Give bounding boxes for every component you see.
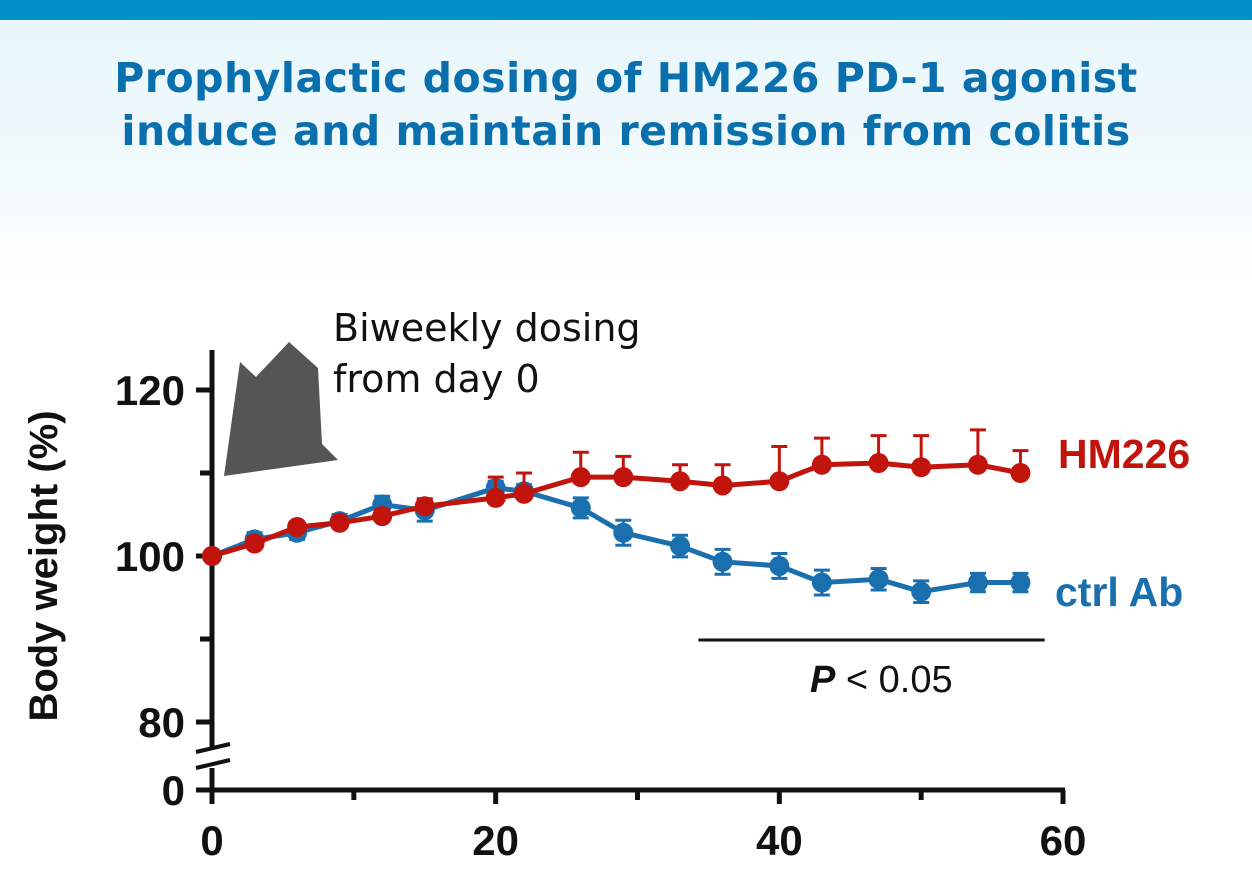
data-point bbox=[967, 572, 988, 593]
significance-label: P < 0.05 bbox=[810, 659, 953, 701]
y-tick-label: 120 bbox=[115, 367, 185, 414]
x-tick-label: 0 bbox=[200, 817, 223, 864]
data-point bbox=[868, 569, 889, 590]
p-threshold: < 0.05 bbox=[835, 659, 952, 701]
data-point bbox=[570, 497, 591, 518]
axis-break-mark bbox=[195, 742, 231, 754]
data-point bbox=[670, 536, 691, 557]
x-tick-label: 20 bbox=[472, 817, 519, 864]
data-point bbox=[372, 506, 393, 527]
axes: 80 100 120 00 20 40 60 bbox=[115, 350, 1086, 864]
data-point bbox=[868, 453, 889, 474]
series-label-hm226: HM226 bbox=[1058, 431, 1190, 477]
series-hm226 bbox=[202, 428, 1031, 566]
x-tick-label: 40 bbox=[756, 817, 803, 864]
x-tick-label: 60 bbox=[1040, 817, 1087, 864]
data-point bbox=[712, 475, 733, 496]
slide-title-line-2: induce and maintain remission from colit… bbox=[121, 107, 1131, 155]
data-point bbox=[911, 457, 932, 478]
y-tick-label: 100 bbox=[115, 533, 185, 580]
annotation-line-2: from day 0 bbox=[333, 357, 540, 401]
y-tick-label: 0 bbox=[162, 767, 185, 814]
series-layer bbox=[202, 428, 1031, 604]
series-ctrl-ab bbox=[202, 477, 1031, 604]
data-point bbox=[514, 483, 535, 504]
data-point bbox=[202, 546, 222, 566]
axis-break-mark bbox=[195, 758, 231, 770]
data-point bbox=[570, 467, 591, 488]
data-point bbox=[811, 454, 832, 475]
series-line bbox=[211, 485, 1021, 595]
data-point bbox=[670, 471, 691, 492]
y-tick-label: 80 bbox=[138, 699, 185, 746]
series-label-ctrl-ab: ctrl Ab bbox=[1055, 569, 1183, 615]
data-point bbox=[613, 467, 634, 488]
data-point bbox=[1010, 463, 1031, 483]
data-point bbox=[1010, 572, 1031, 593]
data-point bbox=[287, 516, 308, 537]
annotation-line-1: Biweekly dosing bbox=[333, 306, 641, 350]
data-point bbox=[769, 471, 790, 492]
p-symbol: P bbox=[810, 659, 836, 701]
data-point bbox=[613, 522, 634, 543]
down-left-arrow-icon bbox=[224, 342, 338, 476]
data-point bbox=[329, 512, 350, 533]
data-point bbox=[485, 487, 506, 508]
y-axis-label: Body weight (%) bbox=[22, 410, 66, 721]
slide-title: Prophylactic dosing of HM226 PD-1 agonis… bbox=[0, 52, 1252, 158]
slide-title-line-1: Prophylactic dosing of HM226 PD-1 agonis… bbox=[114, 54, 1138, 102]
data-point bbox=[911, 581, 932, 602]
data-point bbox=[769, 555, 790, 576]
data-point bbox=[414, 496, 435, 517]
data-point bbox=[967, 454, 988, 475]
data-point bbox=[811, 572, 832, 593]
data-point bbox=[712, 551, 733, 572]
top-banner-bar bbox=[0, 0, 1252, 20]
data-point bbox=[244, 533, 265, 554]
